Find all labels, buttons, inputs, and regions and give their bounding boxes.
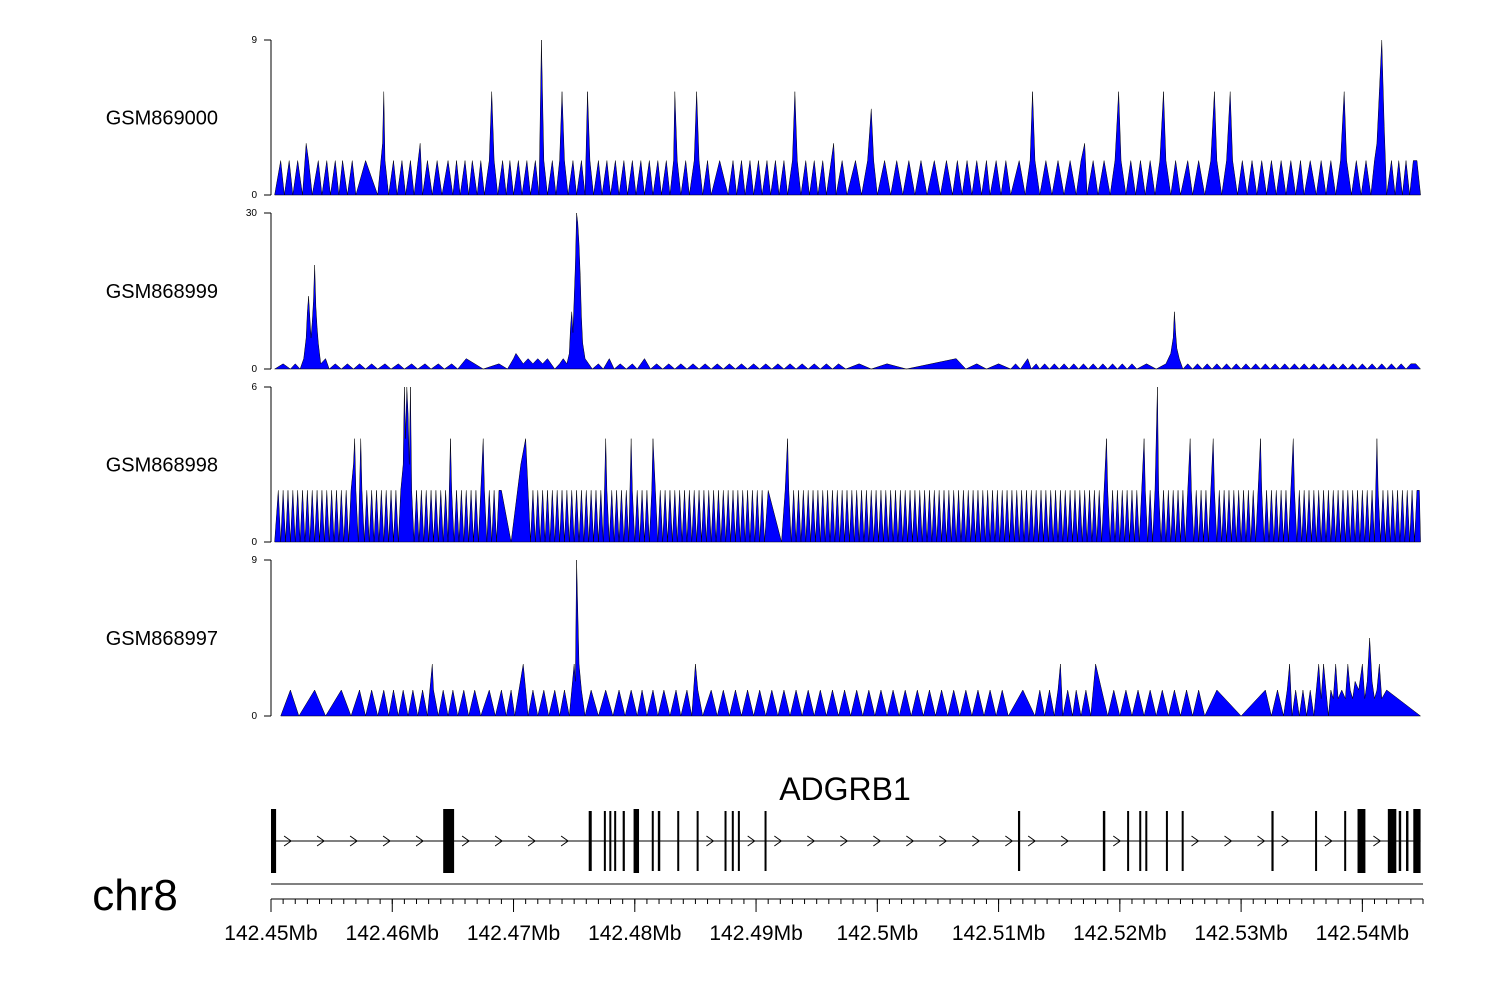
strand-arrow bbox=[316, 835, 325, 847]
genome-axis: chr8 142.45Mb 142.46Mb 142.47Mb 142.48Mb 142… bbox=[92, 871, 1424, 945]
strand-arrow bbox=[1373, 835, 1382, 847]
chromosome-label: chr8 bbox=[92, 871, 178, 920]
exon bbox=[443, 809, 455, 873]
exon bbox=[1406, 811, 1409, 871]
x-tick-label: 142.46Mb bbox=[346, 922, 439, 945]
strand-arrow bbox=[1324, 835, 1333, 847]
strand-arrow bbox=[774, 835, 783, 847]
exon bbox=[1165, 811, 1168, 871]
x-tick-label: 142.48Mb bbox=[588, 922, 681, 945]
y-tick-label: 9 bbox=[251, 35, 257, 46]
coverage-track: GSM869000 9 0 bbox=[106, 35, 1421, 201]
exon bbox=[1139, 811, 1142, 871]
exon bbox=[588, 811, 592, 871]
exon bbox=[603, 811, 606, 871]
y-tick-label: 6 bbox=[251, 382, 257, 393]
strand-arrow bbox=[349, 835, 358, 847]
strand-arrow bbox=[807, 835, 816, 847]
exon bbox=[633, 809, 640, 873]
strand-arrow bbox=[706, 835, 715, 847]
exon bbox=[677, 811, 680, 871]
exon bbox=[1127, 811, 1130, 871]
coverage-area bbox=[280, 559, 1421, 717]
y-tick-label: 0 bbox=[251, 537, 257, 548]
strand-arrow bbox=[1257, 835, 1266, 847]
exon bbox=[271, 809, 277, 873]
gene-name-label: ADGRB1 bbox=[779, 771, 911, 807]
strand-arrow bbox=[747, 835, 756, 847]
strand-arrow bbox=[972, 835, 981, 847]
x-tick-label: 142.49Mb bbox=[709, 922, 802, 945]
exon bbox=[1271, 811, 1274, 871]
strand-arrow bbox=[1224, 835, 1233, 847]
strand-arrow bbox=[382, 835, 391, 847]
coverage-track: GSM868999 30 0 bbox=[106, 208, 1421, 375]
y-tick-label: 0 bbox=[251, 190, 257, 201]
exon bbox=[1344, 811, 1347, 871]
y-tick-label: 30 bbox=[246, 208, 258, 219]
exon bbox=[737, 811, 740, 871]
strand-arrow bbox=[873, 835, 882, 847]
coverage-area bbox=[274, 386, 1421, 543]
strand-arrow bbox=[527, 835, 536, 847]
track-label: GSM868997 bbox=[106, 628, 218, 650]
exon bbox=[1387, 809, 1397, 873]
exon bbox=[1315, 811, 1318, 871]
exon bbox=[696, 811, 699, 871]
x-tick-label: 142.47Mb bbox=[467, 922, 560, 945]
track-label: GSM868999 bbox=[106, 281, 218, 303]
exon bbox=[724, 811, 727, 871]
strand-arrow bbox=[283, 835, 292, 847]
strand-arrow bbox=[840, 835, 849, 847]
y-tick-label: 0 bbox=[251, 364, 257, 375]
y-tick-label: 9 bbox=[251, 555, 257, 566]
exon bbox=[1181, 811, 1184, 871]
exon bbox=[1357, 809, 1366, 873]
strand-arrow bbox=[560, 835, 569, 847]
strand-arrow bbox=[906, 835, 915, 847]
x-tick-label: 142.45Mb bbox=[224, 922, 317, 945]
track-label: GSM868998 bbox=[106, 455, 218, 477]
strand-arrow bbox=[1281, 835, 1290, 847]
exon bbox=[731, 811, 734, 871]
strand-arrow bbox=[1060, 835, 1070, 847]
exon bbox=[614, 811, 617, 871]
coverage-area bbox=[274, 39, 1421, 196]
exon bbox=[1398, 811, 1402, 871]
coverage-tracks: GSM86900090GSM868999300GSM86899860GSM868… bbox=[106, 35, 1421, 722]
exon bbox=[1145, 811, 1148, 871]
exon bbox=[651, 811, 654, 871]
strand-arrow bbox=[415, 835, 424, 847]
y-tick-label: 0 bbox=[251, 711, 257, 722]
strand-arrow bbox=[939, 835, 948, 847]
strand-arrow bbox=[1191, 835, 1200, 847]
x-tick-label: 142.53Mb bbox=[1194, 922, 1287, 945]
coverage-track: GSM868997 9 0 bbox=[106, 555, 1421, 722]
exon bbox=[1017, 811, 1021, 871]
strand-arrow bbox=[494, 835, 503, 847]
x-tick-label: 142.51Mb bbox=[952, 922, 1045, 945]
x-tick-label: 142.52Mb bbox=[1073, 922, 1166, 945]
strand-arrow bbox=[1112, 835, 1122, 847]
track-label: GSM869000 bbox=[106, 108, 218, 130]
exon bbox=[609, 811, 612, 871]
exon bbox=[1413, 809, 1421, 873]
strand-arrow bbox=[1027, 835, 1037, 847]
coverage-track: GSM868998 6 0 bbox=[106, 382, 1421, 548]
x-tick-label: 142.5Mb bbox=[836, 922, 918, 945]
exon bbox=[764, 811, 767, 871]
exon bbox=[622, 811, 625, 871]
exon bbox=[657, 811, 661, 871]
gene-model-track: ADGRB1 bbox=[271, 771, 1421, 873]
x-tick-label: 142.54Mb bbox=[1316, 922, 1409, 945]
coverage-area bbox=[274, 212, 1421, 370]
strand-arrow bbox=[461, 835, 470, 847]
strand-arrow bbox=[1005, 835, 1014, 847]
exon bbox=[1102, 811, 1106, 871]
